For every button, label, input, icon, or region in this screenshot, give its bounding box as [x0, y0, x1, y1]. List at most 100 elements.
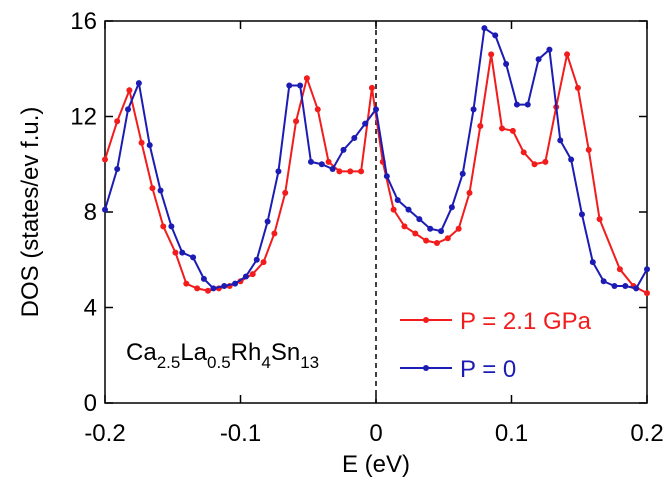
data-point	[282, 189, 289, 196]
data-point	[168, 223, 175, 230]
data-point	[568, 156, 575, 163]
data-point	[535, 56, 542, 63]
data-point	[286, 82, 293, 89]
data-point	[481, 25, 488, 32]
data-point	[492, 32, 499, 39]
data-point	[427, 225, 434, 232]
data-point	[297, 82, 304, 89]
data-point	[644, 290, 650, 297]
data-point	[204, 287, 211, 294]
data-point	[271, 230, 278, 237]
data-point	[589, 259, 596, 266]
data-point	[644, 266, 650, 273]
data-point	[275, 168, 282, 175]
data-point	[325, 158, 332, 165]
x-tick-label: 0.2	[630, 420, 663, 447]
y-tick-label: 12	[70, 104, 97, 131]
data-point	[318, 161, 325, 168]
data-point	[390, 206, 397, 213]
annotation-subscript: 2.5	[157, 353, 181, 372]
legend-label: P = 2.1 GPa	[460, 308, 592, 335]
x-tick-label: 0.1	[495, 420, 528, 447]
data-point	[190, 254, 197, 261]
data-point	[600, 278, 607, 285]
data-point	[149, 185, 156, 192]
data-point	[503, 60, 510, 67]
data-point	[125, 106, 132, 113]
data-point	[160, 223, 167, 230]
legend-marker	[423, 317, 429, 323]
data-point	[611, 283, 618, 290]
annotation-text: Rh	[231, 339, 262, 366]
data-point	[433, 240, 440, 247]
legend-marker	[423, 365, 429, 371]
data-point	[102, 206, 108, 213]
data-point	[242, 273, 249, 280]
data-point	[524, 101, 531, 108]
data-point	[488, 51, 495, 58]
data-point	[405, 206, 412, 213]
data-point	[200, 275, 207, 282]
x-tick-label: -0.2	[84, 420, 125, 447]
y-tick-label: 4	[84, 295, 97, 322]
data-point	[172, 249, 179, 256]
data-point	[179, 249, 186, 256]
data-point	[531, 161, 538, 168]
data-point	[520, 149, 527, 156]
data-point	[232, 280, 239, 287]
data-point	[336, 168, 343, 175]
data-point	[596, 216, 603, 223]
legend-label: P = 0	[460, 356, 516, 383]
data-point	[135, 80, 142, 87]
annotation-subscript: 4	[261, 353, 270, 372]
y-tick-label: 8	[84, 199, 97, 226]
data-point	[542, 158, 549, 165]
data-point	[264, 218, 271, 225]
data-point	[459, 170, 466, 177]
data-point	[253, 256, 260, 263]
y-tick-label: 0	[84, 390, 97, 417]
data-point	[307, 158, 314, 165]
data-point	[557, 137, 564, 144]
data-point	[448, 204, 455, 211]
data-point	[438, 228, 445, 235]
data-point	[383, 173, 390, 180]
data-point	[412, 230, 419, 237]
data-point	[293, 118, 300, 125]
data-point	[373, 106, 379, 113]
x-tick-label: -0.1	[220, 420, 261, 447]
data-point	[114, 166, 121, 173]
data-point	[455, 225, 462, 232]
data-point	[194, 285, 201, 292]
annotation-text: La	[180, 339, 207, 366]
data-point	[444, 235, 451, 242]
data-point	[249, 271, 256, 278]
data-point	[157, 187, 164, 194]
annotation-subscript: 13	[300, 353, 319, 372]
x-axis-label: E (eV)	[342, 451, 410, 478]
data-point	[622, 283, 629, 290]
data-point	[126, 87, 133, 94]
data-point	[616, 266, 623, 273]
data-point	[368, 84, 375, 91]
data-point	[564, 51, 571, 58]
y-axis-label: DOS (states/ev f.u.)	[17, 107, 44, 318]
data-point	[303, 75, 310, 82]
data-point	[347, 168, 354, 175]
data-point	[546, 46, 553, 53]
data-point	[358, 168, 365, 175]
data-point	[401, 223, 408, 230]
data-point	[477, 123, 484, 130]
data-point	[585, 146, 592, 153]
data-point	[340, 146, 347, 153]
data-point	[146, 142, 153, 149]
data-point	[362, 120, 369, 127]
data-point	[351, 134, 358, 141]
annotation: Ca2.5La0.5Rh4Sn13	[126, 339, 319, 372]
data-point	[221, 283, 228, 290]
data-point	[416, 216, 423, 223]
data-point	[578, 211, 585, 218]
data-point	[423, 237, 430, 244]
data-point	[329, 166, 336, 173]
